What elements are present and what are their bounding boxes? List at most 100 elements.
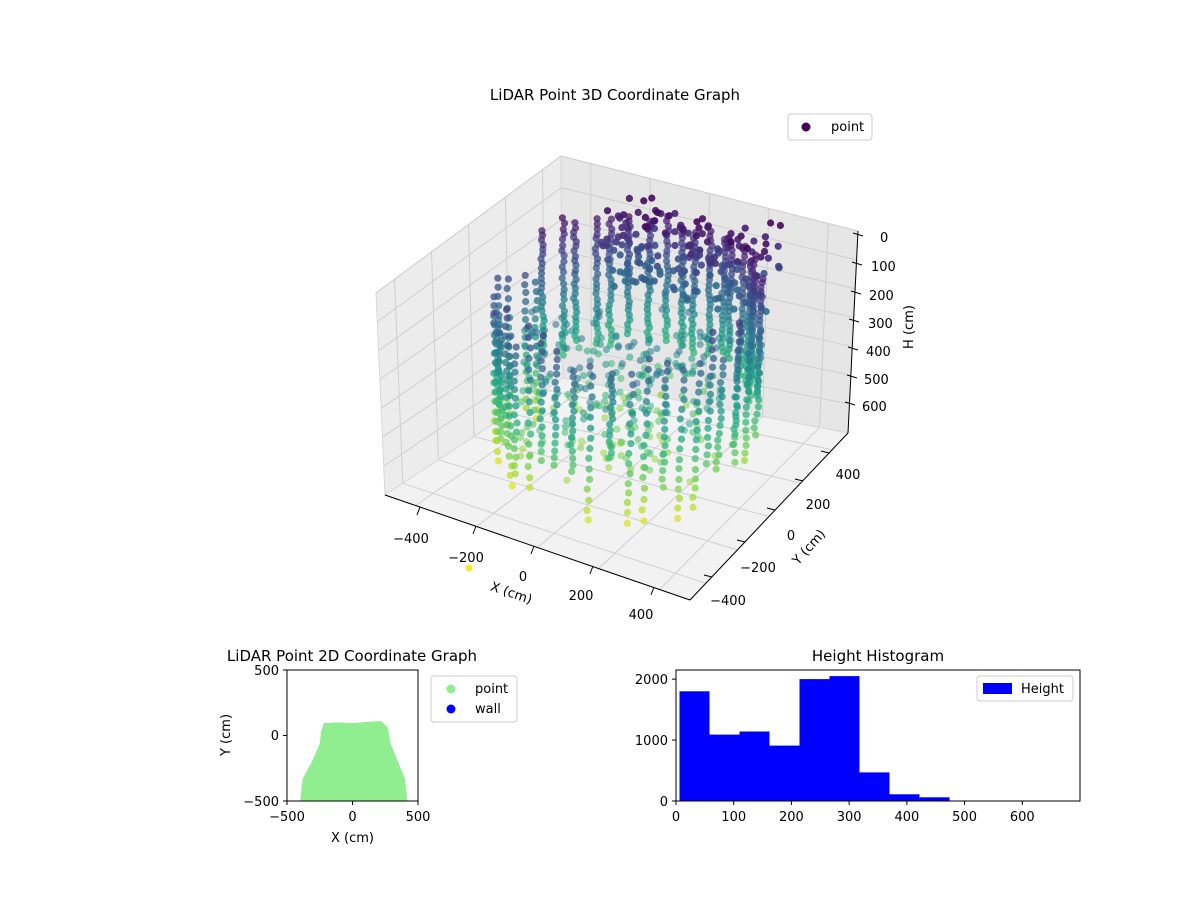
data-point-3d	[606, 426, 614, 434]
data-point-3d	[502, 322, 510, 331]
data-point-3d	[605, 250, 613, 258]
data-point-3d	[577, 437, 586, 445]
data-point-3d	[527, 376, 535, 384]
data-point-3d	[625, 460, 633, 468]
data-point-3d	[710, 253, 719, 261]
data-point-3d	[693, 426, 701, 434]
data-point-3d	[634, 435, 642, 444]
z-tick-mark	[848, 318, 860, 323]
data-point-3d	[734, 366, 742, 374]
data-point-3d	[608, 409, 616, 417]
data-point-3d	[760, 269, 768, 278]
x-tick-label: 0	[519, 570, 527, 585]
data-point-3d	[539, 312, 547, 320]
data-point-3d	[716, 379, 725, 387]
data-point-3d	[568, 447, 576, 455]
data-point-3d	[673, 331, 681, 340]
data-point-3d	[616, 388, 624, 396]
data-point-3d	[559, 241, 567, 250]
z-tick-label: 400	[866, 345, 891, 360]
data-point-3d	[606, 420, 614, 428]
data-point-3d	[606, 265, 614, 273]
data-point-3d	[636, 259, 644, 267]
data-point-3d	[497, 415, 505, 423]
data-point-3d	[586, 444, 594, 453]
data-point-3d	[695, 388, 703, 396]
data-point-3d	[496, 329, 504, 337]
data-point-3d	[689, 410, 697, 418]
data-point-3d	[492, 378, 500, 386]
data-point-3d	[592, 275, 600, 283]
chart2d-title: LiDAR Point 2D Coordinate Graph	[227, 647, 477, 665]
data-point-3d	[648, 194, 656, 202]
data-point-3d	[623, 260, 632, 268]
data-point-3d	[632, 230, 640, 238]
data-point-3d	[691, 466, 700, 474]
data-point-3d	[586, 398, 594, 407]
y-tick-label: 0	[271, 729, 279, 744]
data-point-3d	[732, 421, 740, 429]
z-tick-label: 300	[868, 317, 893, 332]
data-point-3d	[671, 209, 679, 218]
data-point-3d	[747, 341, 755, 350]
data-point-3d	[502, 306, 511, 314]
data-point-3d	[636, 356, 645, 364]
data-point-3d	[745, 357, 753, 365]
data-point-3d	[572, 224, 580, 232]
data-point-3d	[577, 335, 586, 343]
data-point-3d	[604, 256, 612, 264]
data-point-3d	[569, 387, 578, 395]
data-point-3d	[735, 319, 743, 327]
data-point-3d	[586, 475, 594, 483]
z-axis-line	[847, 230, 859, 434]
data-point-3d	[661, 327, 669, 335]
data-point-3d	[623, 508, 632, 517]
data-point-3d	[692, 232, 701, 240]
data-point-3d	[572, 313, 580, 321]
data-point-3d	[553, 347, 561, 355]
data-point-3d	[558, 330, 566, 339]
data-point-3d	[532, 288, 541, 296]
data-point-3d	[675, 465, 683, 473]
data-point-3d	[619, 231, 627, 239]
grid-line	[431, 251, 738, 551]
data-point-3d	[663, 257, 671, 265]
data-point-3d	[498, 372, 506, 380]
data-point-3d	[659, 467, 667, 475]
data-point-3d	[751, 417, 759, 425]
data-point-3d	[644, 377, 653, 385]
legend-label-point: point	[831, 120, 864, 135]
data-point-3d	[653, 262, 661, 270]
data-point-3d	[623, 519, 632, 527]
data-point-3d	[639, 473, 647, 481]
data-point-3d	[752, 251, 760, 259]
data-point-3d	[550, 454, 558, 462]
data-point-3d	[585, 496, 593, 504]
data-point-3d	[607, 215, 616, 223]
data-point-3d	[618, 438, 626, 447]
data-point-3d	[570, 380, 579, 388]
data-point-3d	[650, 277, 658, 285]
data-point-3d	[607, 443, 615, 451]
data-point-3d	[679, 366, 687, 374]
data-point-3d	[585, 465, 593, 473]
z-tick-label: 600	[862, 400, 887, 415]
data-point-3d	[641, 223, 649, 231]
data-point-3d	[588, 393, 596, 401]
data-point-3d	[704, 416, 713, 424]
data-point-3d	[755, 369, 764, 377]
data-point-3d	[743, 396, 751, 404]
legend-label-wall: wall	[475, 702, 501, 717]
data-point-3d	[522, 298, 530, 306]
data-point-3d	[512, 352, 520, 360]
data-point-3d	[754, 362, 762, 370]
data-point-3d	[521, 307, 529, 315]
y-tick-label: 0	[787, 529, 795, 544]
data-point-3d	[635, 371, 644, 379]
data-point-3d	[642, 409, 651, 417]
data-point-3d	[626, 470, 634, 478]
data-point-3d	[732, 412, 740, 420]
data-point-3d	[686, 241, 694, 249]
data-point-3d	[718, 316, 727, 324]
data-point-3d	[571, 219, 579, 227]
